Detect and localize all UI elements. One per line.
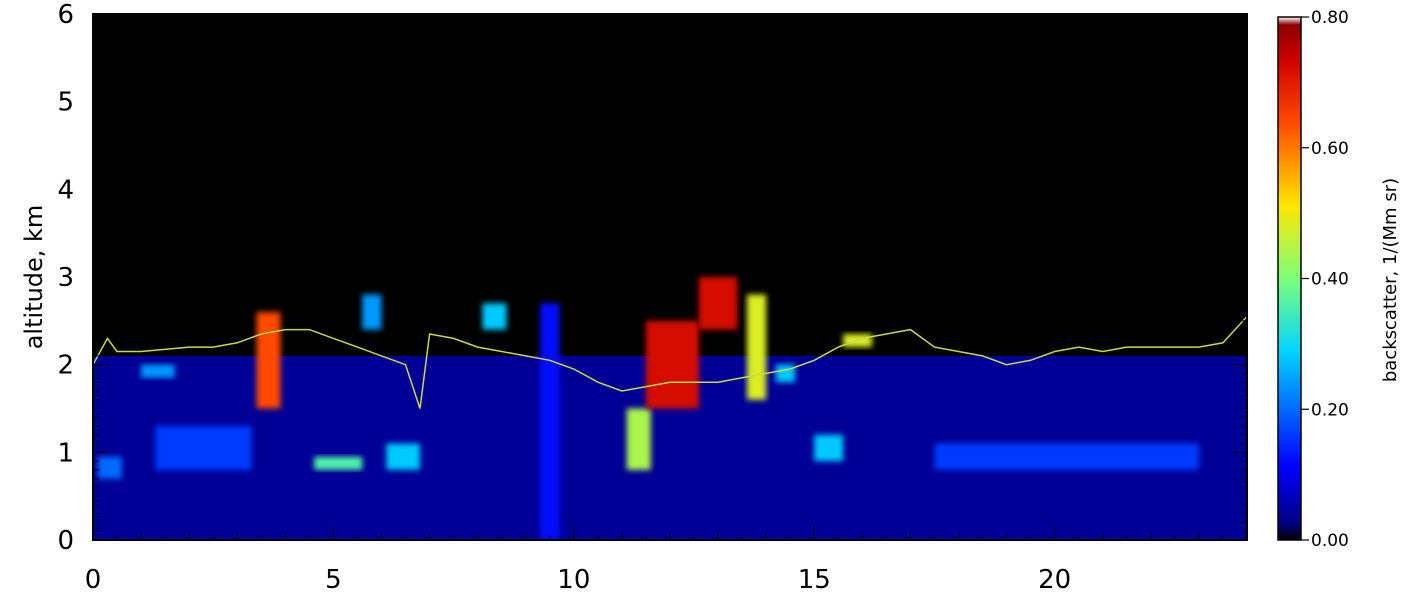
x-tick-label: 5 bbox=[325, 565, 342, 595]
colorbar-tick-label: 0.40 bbox=[1311, 270, 1349, 290]
aerosol-layer bbox=[934, 443, 1199, 470]
aerosol-layer bbox=[97, 456, 122, 479]
boundary-layer-line bbox=[92, 315, 1248, 409]
aerosol-layer bbox=[141, 364, 175, 378]
colorbar-title: backscatter, 1/(Mm sr) bbox=[1380, 178, 1401, 382]
aerosol-layer bbox=[698, 277, 738, 330]
y-tick-label: 5 bbox=[57, 88, 74, 118]
aerosol-layer bbox=[645, 320, 699, 409]
x-tick-label: 10 bbox=[557, 565, 590, 595]
aerosol-layer bbox=[746, 294, 767, 400]
y-axis-title: altitude, km bbox=[20, 205, 48, 350]
y-tick-label: 6 bbox=[57, 0, 74, 30]
aerosol-layer bbox=[482, 303, 507, 330]
aerosol-layer bbox=[314, 456, 363, 470]
aerosol-layer bbox=[626, 408, 651, 470]
y-tick-label: 0 bbox=[57, 526, 74, 556]
x-tick-label: 0 bbox=[85, 565, 102, 595]
aerosol-layer bbox=[256, 312, 281, 409]
aerosol-layer bbox=[155, 426, 252, 470]
y-tick-label: 4 bbox=[57, 175, 74, 205]
aerosol-layer bbox=[775, 364, 796, 383]
y-tick-label: 2 bbox=[57, 351, 74, 381]
aerosol-layer bbox=[814, 434, 844, 462]
aerosol-layer bbox=[386, 443, 420, 470]
colorbar-tick-label: 0.20 bbox=[1311, 400, 1349, 420]
colorbar bbox=[1277, 16, 1302, 541]
colorbar-tick-label: 0.00 bbox=[1311, 531, 1349, 551]
x-tick-label: 20 bbox=[1038, 565, 1071, 595]
y-tick-label: 1 bbox=[57, 438, 74, 468]
colorbar-tick-label: 0.80 bbox=[1311, 8, 1349, 28]
x-tick-label: 15 bbox=[798, 565, 831, 595]
aerosol-layer bbox=[362, 294, 382, 330]
y-tick-label: 3 bbox=[57, 263, 74, 293]
colorbar-tick-label: 0.60 bbox=[1311, 139, 1349, 159]
aerosol-layer bbox=[540, 303, 560, 540]
